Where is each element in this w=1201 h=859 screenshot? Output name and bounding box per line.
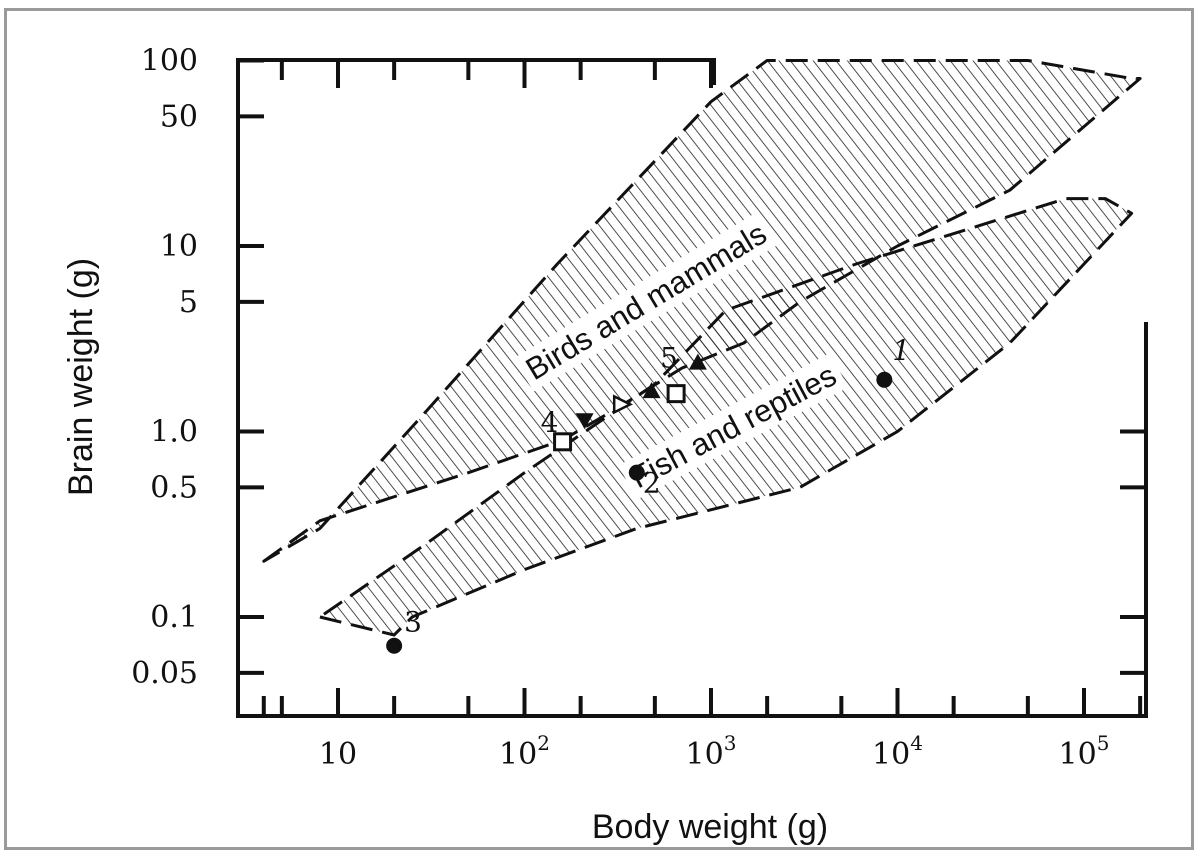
data-point-8 <box>666 384 686 404</box>
x-tick-label-1: 102 <box>499 731 550 772</box>
y-tick-label-5: 0.5 <box>150 470 198 505</box>
y-tick-label-6: 0.1 <box>150 600 198 635</box>
x-tick-label-3: 104 <box>872 731 923 772</box>
data-point-2 <box>628 464 645 481</box>
region-label-bg-1 <box>513 210 779 392</box>
data-point-5 <box>575 413 594 430</box>
y-tick-label-0: 100 <box>141 44 198 79</box>
data-point-label-3: 3 <box>404 606 422 639</box>
x-tick-label-2: 103 <box>686 731 737 772</box>
region-label-bg-2 <box>618 352 849 500</box>
data-point-1 <box>876 371 893 388</box>
points-layer: 1 2 3 4 5 <box>386 334 910 654</box>
y-tick-label-7: 0.05 <box>131 656 198 691</box>
data-point-label-1: 1 <box>892 334 910 367</box>
x-tick-label-4: 105 <box>1059 731 1110 772</box>
data-point-6 <box>612 394 633 415</box>
data-point-3 <box>386 637 403 654</box>
y-tick-label-3: 5 <box>179 285 198 320</box>
data-point-label-4: 4 <box>541 406 559 439</box>
axis-frame <box>236 58 1148 718</box>
y-tick-label-1: 50 <box>160 99 198 134</box>
y-tick-label-2: 10 <box>160 229 198 264</box>
data-point-7 <box>642 382 661 399</box>
data-point-label-2: 2 <box>643 467 661 500</box>
data-point-4 <box>553 432 573 452</box>
y-tick-label-4: 1.0 <box>150 415 198 450</box>
data-point-9 <box>688 353 707 370</box>
x-axis-title: Body weight (g) <box>592 808 828 846</box>
data-point-label-5: 5 <box>660 342 678 375</box>
x-tick-label-0: 10 <box>319 737 357 772</box>
y-axis-title: Brain weight (g) <box>62 258 100 496</box>
